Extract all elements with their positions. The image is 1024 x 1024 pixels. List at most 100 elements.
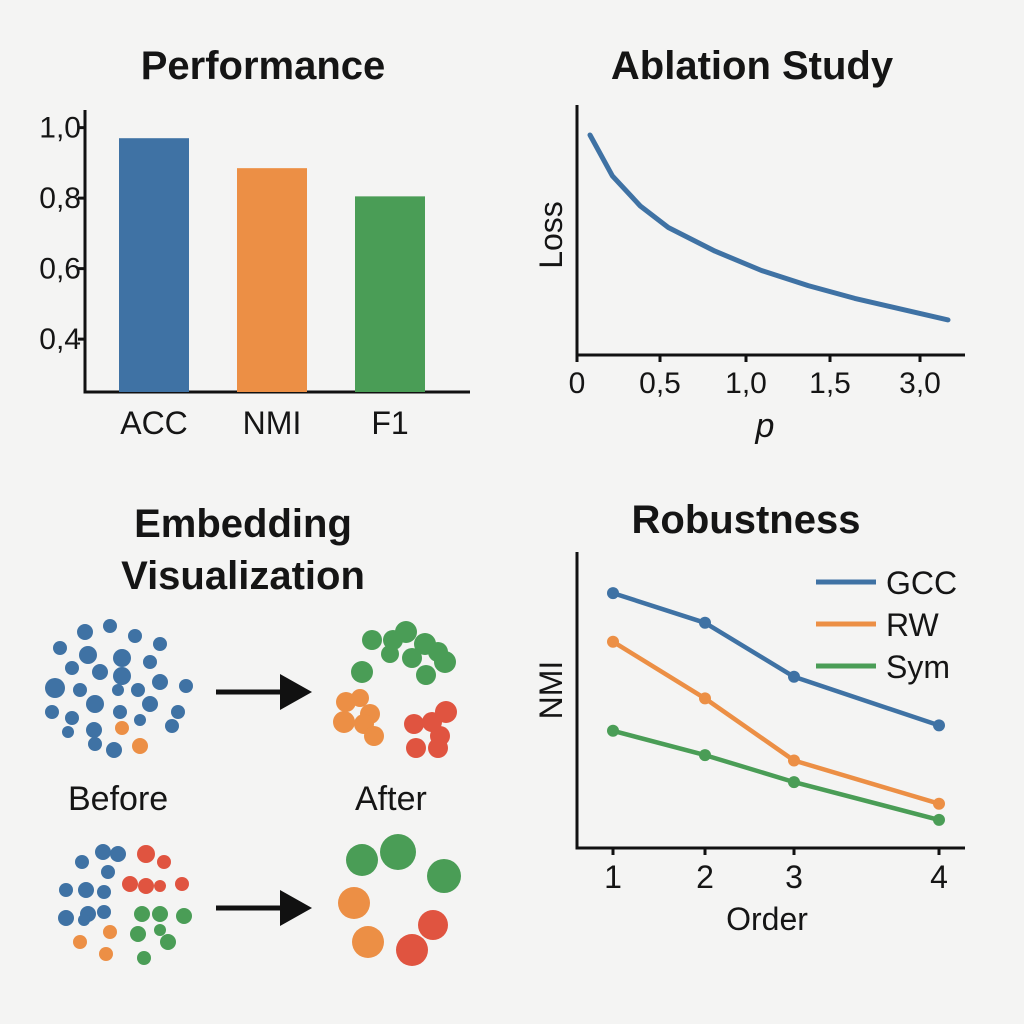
point-before	[65, 711, 79, 725]
y-axis-line	[83, 110, 470, 394]
point-before-2	[137, 951, 151, 965]
embedding-title-line-1: Embedding	[134, 502, 352, 546]
point-before-2	[130, 926, 146, 942]
x-tick-label: NMI	[243, 405, 302, 441]
x-axis-label: Order	[726, 901, 808, 937]
x-tick-label: ACC	[120, 405, 188, 441]
point-before	[113, 705, 127, 719]
robustness-line-chart: 1 2 3 4 Order NMI GCC RW Sym	[533, 552, 965, 937]
y-tick-label: 0,8	[39, 182, 81, 215]
point-after-2	[380, 834, 416, 870]
point-before	[103, 619, 117, 633]
series-line-gcc	[612, 590, 940, 728]
point-before	[73, 683, 87, 697]
y-axis-label: NMI	[533, 661, 569, 720]
x-tick-label: 1,0	[725, 367, 767, 400]
y-tick-label: 0,6	[39, 253, 81, 286]
point-before	[132, 738, 148, 754]
point-before-2	[78, 914, 90, 926]
point-before	[106, 742, 122, 758]
robustness-title: Robustness	[631, 498, 861, 542]
point-after	[351, 689, 369, 707]
point-before-2	[137, 845, 155, 863]
point-before	[131, 683, 145, 697]
y-tick-label: 0,4	[39, 323, 81, 356]
embedding-title: Embedding Visualization	[43, 498, 443, 602]
arrow-head	[280, 674, 312, 710]
point-after	[351, 661, 373, 683]
point-after	[364, 726, 384, 746]
y-axis-label: Loss	[533, 201, 569, 269]
point-before	[143, 655, 157, 669]
point-before	[165, 719, 179, 733]
series-point-sym	[607, 724, 619, 737]
point-before-2	[58, 910, 74, 926]
point-before-2	[157, 855, 171, 869]
point-before-2	[59, 883, 73, 897]
point-before	[134, 714, 146, 726]
series-point-gcc	[788, 670, 800, 683]
point-before	[79, 646, 97, 664]
point-after	[333, 711, 355, 733]
point-before-2	[110, 846, 126, 862]
point-before-2	[99, 947, 113, 961]
point-before	[112, 684, 124, 696]
series-point-gcc	[933, 719, 945, 732]
y-tick-label: 1,0	[39, 112, 81, 145]
point-before	[45, 705, 59, 719]
point-before	[113, 667, 131, 685]
point-after	[381, 645, 399, 663]
legend-label-sym: Sym	[886, 649, 950, 685]
point-after	[362, 630, 382, 650]
point-after	[402, 648, 422, 668]
point-before	[113, 649, 131, 667]
point-before	[53, 641, 67, 655]
point-before	[115, 721, 129, 735]
embedding-title-line-2: Visualization	[121, 554, 365, 598]
x-tick-label: F1	[371, 405, 408, 441]
point-after	[395, 621, 417, 643]
point-before	[86, 722, 102, 738]
point-before-2	[97, 885, 111, 899]
point-before	[92, 664, 108, 680]
point-before	[45, 678, 65, 698]
bar-nmi	[237, 168, 307, 392]
point-before	[88, 737, 102, 751]
point-before-2	[160, 934, 176, 950]
series-line-rw	[611, 639, 940, 806]
x-tick-label: 0	[569, 367, 586, 400]
bar-f1	[355, 196, 425, 392]
series-point-rw	[788, 754, 800, 767]
point-after-2	[346, 844, 378, 876]
bar-acc	[119, 138, 189, 392]
point-before-2	[154, 880, 166, 892]
x-tick-label: 1,5	[809, 367, 851, 400]
x-tick-label: 3,0	[899, 367, 941, 400]
point-before-2	[73, 935, 87, 949]
series-point-rw	[933, 797, 945, 810]
x-tick-label: 2	[696, 859, 714, 895]
point-before	[77, 624, 93, 640]
axes	[575, 105, 965, 357]
point-after	[416, 665, 436, 685]
ablation-title: Ablation Study	[610, 44, 894, 88]
point-before	[153, 637, 167, 651]
point-before-2	[95, 844, 111, 860]
point-after-2	[352, 926, 384, 958]
series-point-sym	[788, 776, 800, 789]
x-tick-label: 0,5	[639, 367, 681, 400]
point-before-2	[75, 855, 89, 869]
point-before-2	[175, 877, 189, 891]
x-tick-label: 3	[785, 859, 803, 895]
x-axis-label: p	[755, 407, 775, 445]
loss-curve	[587, 132, 951, 323]
point-before	[152, 674, 168, 690]
point-after	[406, 738, 426, 758]
point-after-2	[338, 887, 370, 919]
point-before-2	[122, 876, 138, 892]
point-after-2	[418, 910, 448, 940]
point-after-2	[396, 934, 428, 966]
after-label: After	[355, 780, 427, 818]
series-point-rw	[607, 635, 619, 648]
point-after	[336, 692, 356, 712]
